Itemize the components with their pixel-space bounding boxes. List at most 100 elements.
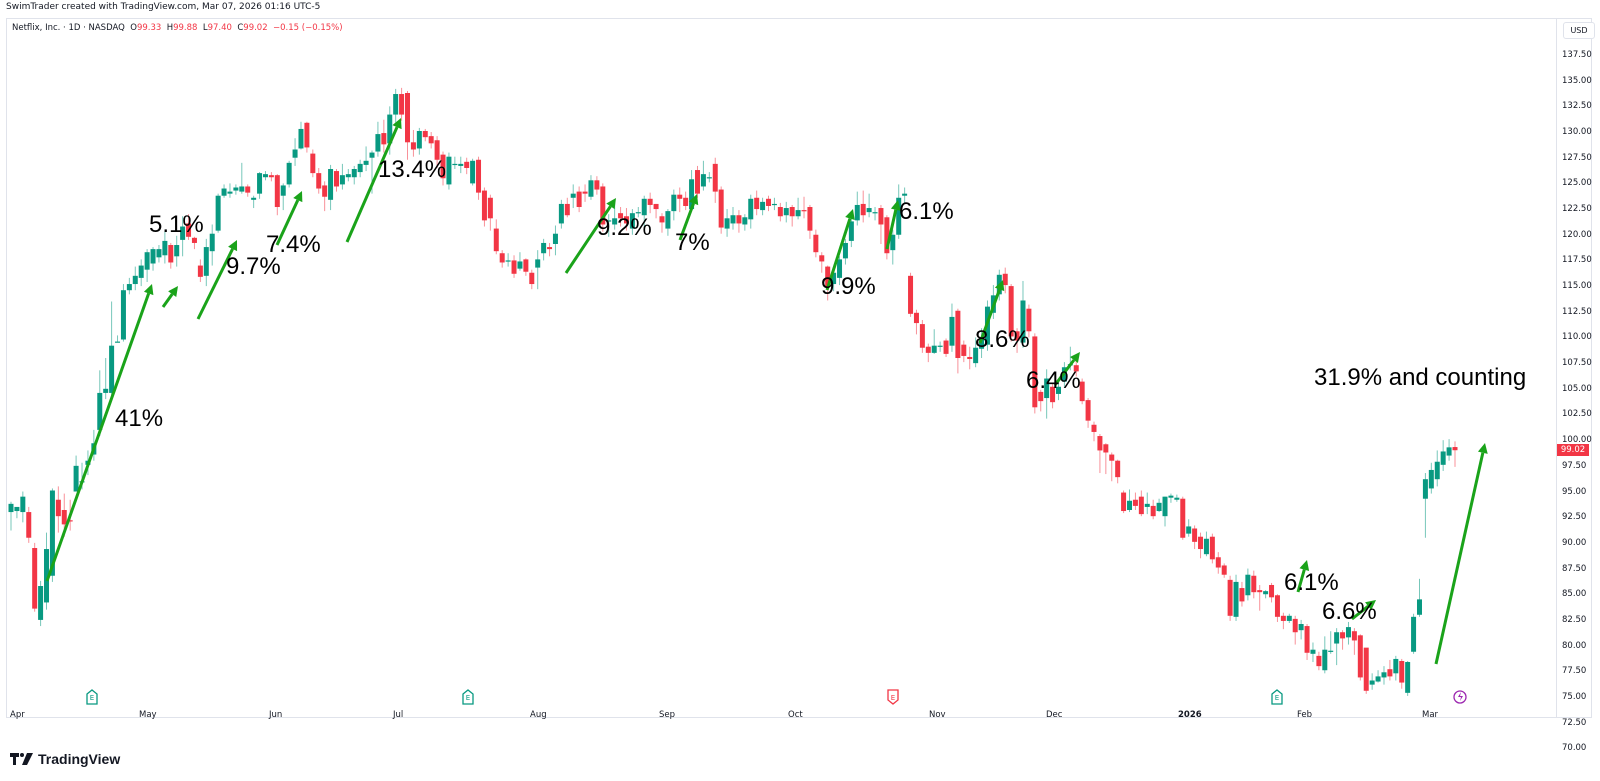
split-icon[interactable] xyxy=(1453,690,1467,704)
candle xyxy=(422,128,428,142)
candle xyxy=(1245,568,1251,601)
candle xyxy=(322,181,328,212)
candle xyxy=(813,229,819,258)
time-tick: Aug xyxy=(530,710,547,720)
gain-annotation: 6.1% xyxy=(899,198,954,225)
candle xyxy=(1239,581,1245,607)
candle xyxy=(487,194,493,231)
earnings-icon[interactable]: E xyxy=(887,689,899,705)
candle xyxy=(588,175,594,200)
candle xyxy=(819,252,825,273)
candle xyxy=(464,157,470,175)
candle xyxy=(381,119,387,153)
time-tick: Jul xyxy=(393,710,404,720)
candle xyxy=(600,183,606,232)
tradingview-logo[interactable]: TradingView xyxy=(10,751,120,767)
candle xyxy=(736,210,742,233)
candle xyxy=(1198,532,1204,559)
candle xyxy=(14,506,20,519)
candle xyxy=(280,183,286,211)
candle xyxy=(677,187,683,213)
candle xyxy=(1405,660,1411,696)
candle xyxy=(1192,525,1198,550)
candle xyxy=(168,242,174,269)
candle xyxy=(197,259,203,282)
candle xyxy=(683,191,689,211)
candle xyxy=(73,455,79,492)
high-value: 99.88 xyxy=(173,23,198,33)
candle xyxy=(1446,439,1452,461)
candle xyxy=(742,214,748,231)
candle xyxy=(399,87,405,121)
candle xyxy=(150,247,156,271)
candle xyxy=(38,580,44,627)
earnings-icon[interactable]: E xyxy=(462,689,474,705)
candle xyxy=(771,197,777,211)
candle xyxy=(1233,574,1239,621)
trend-arrow xyxy=(825,209,855,291)
candle xyxy=(1008,284,1014,342)
candle xyxy=(606,214,612,237)
gain-annotation: 7.4% xyxy=(266,231,321,258)
candle xyxy=(949,303,955,352)
candle xyxy=(120,284,126,342)
trend-arrow xyxy=(1296,560,1310,593)
close-label: C xyxy=(237,23,244,33)
candle xyxy=(760,197,766,216)
trend-arrow xyxy=(1351,600,1376,621)
candle xyxy=(931,329,937,354)
gain-annotation: 13.4% xyxy=(378,156,447,183)
candle xyxy=(884,215,890,260)
candle xyxy=(1186,519,1192,537)
candle xyxy=(754,190,760,216)
candle xyxy=(1014,328,1020,353)
candle xyxy=(221,184,227,198)
candle xyxy=(1227,575,1233,621)
trend-arrow xyxy=(678,194,699,241)
candle xyxy=(860,190,866,223)
candle xyxy=(20,491,26,523)
candle xyxy=(535,250,541,290)
candle xyxy=(1156,498,1162,513)
gain-annotation: 6.1% xyxy=(1284,569,1339,596)
candle xyxy=(570,184,576,209)
candle xyxy=(481,187,487,227)
candle xyxy=(1132,492,1138,511)
candle xyxy=(298,121,304,150)
earnings-icon[interactable]: E xyxy=(86,689,98,705)
candle xyxy=(339,163,345,190)
candle xyxy=(191,236,197,250)
candle xyxy=(1375,670,1381,683)
candle xyxy=(458,156,464,174)
candle xyxy=(647,192,653,214)
candle xyxy=(1055,379,1061,401)
candle xyxy=(493,219,499,255)
candle xyxy=(1020,280,1026,348)
candle xyxy=(328,164,334,211)
candle xyxy=(1310,642,1316,663)
gain-annotation: 8.6% xyxy=(975,326,1030,353)
open-label: O xyxy=(130,23,137,33)
candle xyxy=(517,252,523,271)
candle xyxy=(1026,304,1032,338)
candle xyxy=(1316,651,1322,671)
candle xyxy=(777,202,783,222)
candle xyxy=(1079,378,1085,405)
candle xyxy=(363,146,369,172)
earnings-icon[interactable]: E xyxy=(1271,689,1283,705)
price-tick: 132.50 xyxy=(1562,101,1592,112)
currency-button[interactable]: USD xyxy=(1563,22,1595,39)
price-tick: 107.50 xyxy=(1562,358,1592,369)
price-tick: 112.50 xyxy=(1562,306,1592,317)
candle xyxy=(138,259,144,287)
price-tick: 105.00 xyxy=(1562,383,1592,394)
candle xyxy=(748,194,754,229)
candle xyxy=(333,169,339,192)
candle xyxy=(316,167,322,194)
candle xyxy=(1203,531,1209,557)
candle xyxy=(837,256,843,286)
candle xyxy=(393,88,399,123)
time-tick: Dec xyxy=(1046,710,1063,720)
candle xyxy=(446,152,452,190)
